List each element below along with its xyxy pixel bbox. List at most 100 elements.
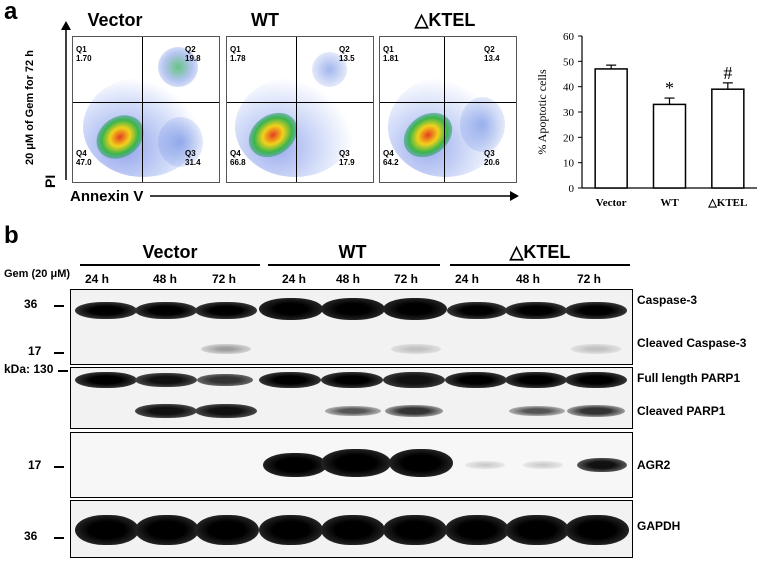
annexin-arrow-icon [150,191,519,201]
cleaved-band [135,404,197,418]
mw-tick [54,537,64,539]
q4-label: Q4 64.2 [383,149,399,167]
flow-plot-vector: Q1 1.70 Q2 19.8 Q4 47.0 Q3 31.4 [72,36,220,183]
apoptosis-bar-chart: 0 10 20 30 40 50 60 % Apoptotic cells Vector * WT #… [535,31,757,209]
band [383,372,445,388]
panel-b-letter: b [4,222,19,249]
mw-tick [54,352,64,354]
cleaved-band [325,406,381,416]
mw-marker: 17 [28,458,42,472]
band [259,372,321,388]
y-tick-label: 50 [563,56,575,68]
blot-agr2 [70,432,633,498]
band [447,302,507,319]
q3-label: Q3 17.9 [339,149,355,167]
x-tick-label: Vector [596,197,627,209]
flow-title-wt: WT [251,10,279,30]
faint-band [523,461,563,469]
y-tick-label: 0 [569,183,575,195]
band [505,302,567,319]
blot-caspase3 [70,289,633,365]
band [321,298,385,320]
band [321,449,391,477]
timepoint-label: 48 h [516,272,541,286]
timepoint-label: 48 h [336,272,361,286]
band [197,374,253,386]
band [135,373,197,387]
x-tick-label: △KTEL [707,197,747,209]
quadrant-line-v [296,37,297,182]
flow-plot-wt: Q1 1.78 Q2 13.5 Q4 66.8 Q3 17.9 [226,36,374,183]
band [263,453,327,477]
timepoint-label: 48 h [153,272,178,286]
quadrant-line-h [227,102,373,103]
q4-label: Q4 66.8 [230,149,246,167]
treatment-label: Gem (20 μM) [4,268,71,280]
flow-y-axis-label: 20 μM of Gem for 72 h [24,50,36,165]
band [75,372,137,388]
group-header-dktel: △KTEL [509,242,571,262]
band [321,515,385,545]
timepoint-label: 72 h [394,272,419,286]
band [259,298,323,320]
cleaved-band [509,406,565,416]
band [321,372,383,388]
pi-arrow-icon [61,21,71,180]
band [389,449,453,477]
timepoint-label: 24 h [455,272,480,286]
band [383,298,447,320]
quadrant-line-v [142,37,143,182]
y-tick-label: 40 [563,82,575,94]
band [135,302,197,319]
cleaved-band [195,404,257,418]
annexin-label: Annexin V [70,188,144,205]
timepoint-label: 72 h [577,272,602,286]
significance-marker: # [723,63,732,83]
y-axis-label: % Apoptotic cells [535,69,549,155]
blot-label-gapdh: GAPDH [637,519,681,533]
quadrant-line-h [380,102,516,103]
blot-label-caspase3: Caspase-3 [637,293,698,307]
band [445,515,509,545]
band [565,372,627,388]
y-tick-label: 30 [563,107,575,119]
density-q2 [158,47,198,87]
band [565,302,627,319]
mw-tick [54,466,64,468]
mw-marker: 36 [24,529,38,543]
kda-marker: kDa: 130 [4,362,54,376]
mw-tick [54,305,64,307]
q1-label: Q1 1.70 [76,45,92,63]
density-q3 [158,117,203,167]
cleaved-band [567,405,625,417]
density-q2 [312,52,347,87]
y-tick-label: 60 [563,31,575,43]
quadrant-line-h [73,102,219,103]
pi-label: PI [42,174,58,188]
blot-parp1 [70,367,633,429]
group-underline-dktel [450,264,630,266]
faint-band [571,344,621,354]
q2-label: Q2 19.8 [185,45,201,63]
mw-marker: 36 [24,297,38,311]
band [75,302,137,319]
timepoint-label: 72 h [212,272,237,286]
timepoint-label: 24 h [282,272,307,286]
density-q3 [460,97,505,152]
q4-label: Q4 47.0 [76,149,92,167]
blot-gapdh [70,500,633,558]
band [505,515,569,545]
blot-label-agr2: AGR2 [637,458,671,472]
bar [652,103,687,189]
mw-tick [58,370,68,372]
y-tick-label: 20 [563,132,575,144]
flow-title-dktel: △KTEL [414,10,476,30]
cleaved-band [385,405,443,417]
band [565,515,629,545]
panel-a-letter: a [4,0,18,25]
band [259,515,323,545]
group-header-vector: Vector [142,242,198,262]
timepoint-label: 24 h [85,272,110,286]
faint-band [201,344,251,354]
blot-label-cleaved-parp1: Cleaved PARP1 [637,404,726,418]
